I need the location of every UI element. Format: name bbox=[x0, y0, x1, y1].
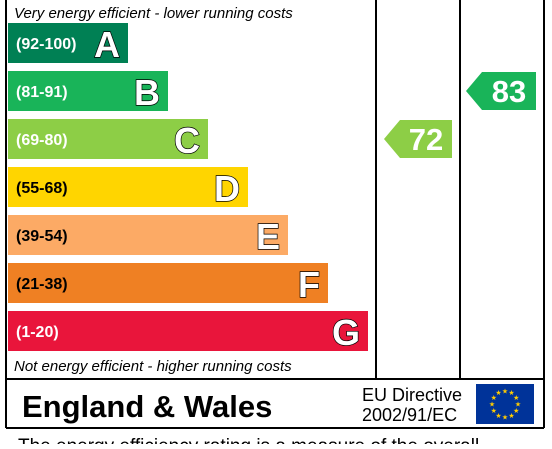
directive-line-2: 2002/91/EC bbox=[362, 405, 457, 425]
eu-flag-star: ★ bbox=[502, 388, 508, 396]
band-a: (92-100) A bbox=[8, 23, 128, 66]
rating-current-arrow bbox=[384, 120, 452, 158]
eu-flag-star: ★ bbox=[491, 394, 497, 402]
band-c: (69-80) C bbox=[8, 119, 208, 162]
band-f-range: (21-38) bbox=[16, 276, 68, 293]
rating-potential: 83 bbox=[466, 72, 536, 110]
band-f-letter: F bbox=[298, 264, 320, 305]
eu-flag-star: ★ bbox=[513, 407, 519, 415]
rating-current-value: 72 bbox=[409, 122, 443, 157]
eu-flag-star: ★ bbox=[491, 407, 497, 415]
band-b: (81-91) B bbox=[8, 71, 168, 114]
band-e-bar bbox=[8, 215, 288, 255]
band-g-range: (1-20) bbox=[16, 324, 59, 341]
bottom-note: Not energy efficient - higher running co… bbox=[14, 358, 292, 375]
band-a-range: (92-100) bbox=[16, 36, 76, 53]
eu-flag-star: ★ bbox=[515, 401, 521, 409]
rating-arrows: 72 83 bbox=[384, 72, 536, 158]
rating-current: 72 bbox=[384, 120, 452, 158]
band-d-letter: D bbox=[214, 168, 240, 209]
band-b-letter: B bbox=[134, 72, 160, 113]
eu-flag-star: ★ bbox=[508, 389, 514, 397]
band-g: (1-20) G bbox=[8, 311, 368, 354]
band-c-letter: C bbox=[174, 120, 200, 161]
band-g-letter: G bbox=[332, 312, 360, 353]
eu-flag-star: ★ bbox=[508, 412, 514, 420]
band-f-bar bbox=[8, 263, 328, 303]
band-a-letter: A bbox=[94, 24, 120, 65]
eu-flag-icon: ★ ★★★★★★★★★★★ bbox=[476, 384, 534, 424]
band-bars: (92-100) A (81-91) B (69-80) C (55-68) D (39-54)… bbox=[8, 23, 368, 354]
band-e: (39-54) E bbox=[8, 215, 288, 258]
band-d-range: (55-68) bbox=[16, 180, 68, 197]
band-d: (55-68) D bbox=[8, 167, 248, 210]
band-c-bar bbox=[8, 119, 208, 159]
band-g-bar bbox=[8, 311, 368, 351]
rating-potential-value: 83 bbox=[492, 74, 526, 109]
band-a-bar bbox=[8, 23, 128, 63]
eu-flag-star: ★ bbox=[495, 389, 501, 397]
caption-text: The energy efficiency rating is a measur… bbox=[18, 436, 479, 444]
directive-line-1: EU Directive bbox=[362, 385, 462, 405]
band-b-range: (81-91) bbox=[16, 84, 68, 101]
band-b-bar bbox=[8, 71, 168, 111]
band-c-range: (69-80) bbox=[16, 132, 68, 149]
eu-flag-star: ★ bbox=[513, 394, 519, 402]
region-label: England & Wales bbox=[22, 389, 272, 424]
eu-flag-star: ★ bbox=[495, 412, 501, 420]
eu-flag-background bbox=[476, 384, 534, 424]
band-f: (21-38) F bbox=[8, 263, 328, 306]
eu-flag-star: ★ bbox=[502, 414, 508, 422]
band-e-letter: E bbox=[256, 216, 280, 257]
eu-flag-star: ★ bbox=[489, 401, 495, 409]
rating-potential-arrow bbox=[466, 72, 536, 110]
top-note: Very energy efficient - lower running co… bbox=[14, 5, 293, 22]
band-e-range: (39-54) bbox=[16, 228, 68, 245]
band-d-bar bbox=[8, 167, 248, 207]
